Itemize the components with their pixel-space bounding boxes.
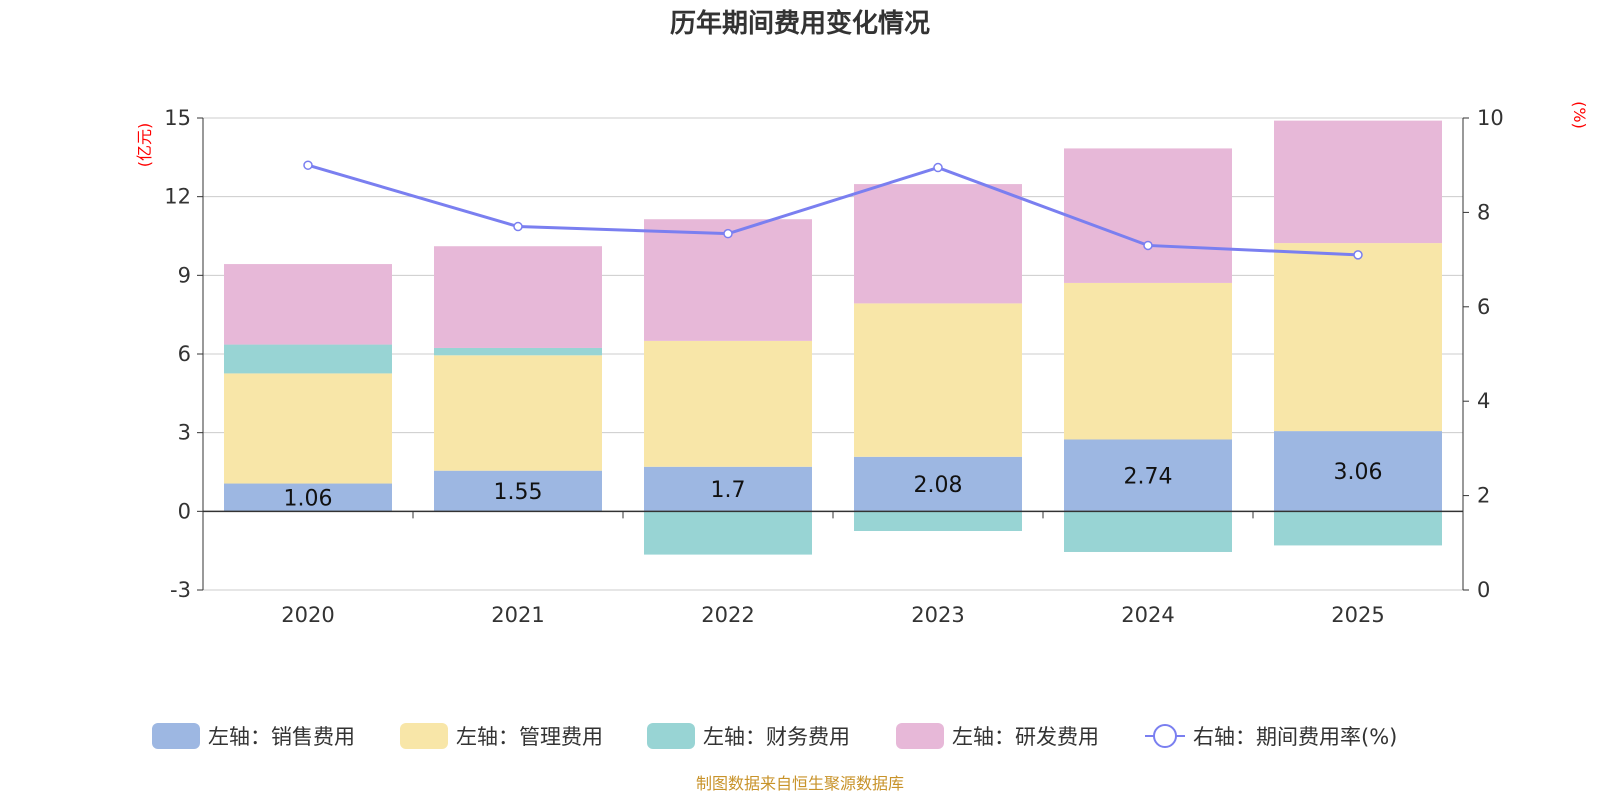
bar-segment: [644, 340, 812, 467]
x-category-label: 2021: [491, 603, 544, 627]
x-category-label: 2023: [911, 603, 964, 627]
x-category-label: 2025: [1331, 603, 1384, 627]
bar-segment: [854, 511, 1022, 531]
rate-point: [303, 160, 313, 170]
rate-line-group: [303, 160, 1363, 260]
right-axis-unit: (%): [1570, 101, 1589, 129]
bar-segment: [644, 466, 812, 512]
bar-segment: [224, 483, 392, 512]
legend: 左轴：销售费用 左轴：管理费用 左轴：财务费用 左轴：研发费用 右轴：期间费用率(%): [152, 723, 1397, 749]
data-source: 制图数据来自恒生聚源数据库: [696, 774, 904, 793]
bar-data-label: 1.7: [711, 478, 746, 503]
right-tick-label: 2: [1477, 484, 1490, 508]
legend-label: 左轴：销售费用: [208, 725, 355, 749]
legend-swatch: [152, 723, 200, 749]
bar-segment: [854, 303, 1022, 457]
rate-point: [933, 162, 943, 173]
bar-segment: [1064, 148, 1232, 283]
bar-data-label: 3.06: [1334, 460, 1383, 485]
legend-swatch: [400, 723, 448, 749]
legend-label: 左轴：研发费用: [952, 725, 1099, 749]
right-tick-label: 6: [1477, 295, 1490, 319]
legend-swatch: [896, 723, 944, 749]
bar-data-label: 1.55: [494, 480, 543, 505]
bar-segment: [854, 184, 1022, 304]
bar-segment: [224, 344, 392, 374]
bar-segment: [854, 456, 1022, 512]
left-tick-label: 12: [164, 185, 191, 209]
bar-segment: [1274, 431, 1442, 512]
bar-segment: [434, 470, 602, 512]
bar-segment: [224, 373, 392, 484]
rate-point: [1143, 240, 1153, 251]
bar-segment: [1274, 243, 1442, 432]
legend-label: 左轴：管理费用: [456, 725, 603, 749]
bar-segment: [644, 219, 812, 341]
legend-label: 左轴：财务费用: [703, 725, 850, 749]
right-tick-label: 0: [1477, 578, 1490, 602]
bars-group: [224, 120, 1442, 555]
bar-labels-group: 1.06 1.55 1.7 2.08 2.74 3.06: [284, 460, 1383, 511]
left-tick-label: 9: [178, 263, 191, 287]
bar-data-label: 2.74: [1124, 464, 1173, 489]
bar-segment: [434, 347, 602, 356]
bar-segment: [224, 264, 392, 345]
right-tick-label: 10: [1477, 106, 1504, 130]
legend-label: 右轴：期间费用率(%): [1193, 725, 1397, 749]
x-category-label: 2022: [701, 603, 754, 627]
x-category-label: 2020: [281, 603, 334, 627]
left-tick-label: 0: [178, 499, 191, 523]
left-axis-unit: (亿元): [135, 123, 154, 168]
left-tick-label: -3: [170, 578, 191, 602]
right-tick-label: 4: [1477, 389, 1490, 413]
bar-data-label: 2.08: [914, 473, 963, 498]
x-category-label: 2024: [1121, 603, 1174, 627]
bar-segment: [1064, 282, 1232, 440]
left-tick-label: 3: [178, 421, 191, 445]
rate-point: [723, 228, 733, 239]
bar-segment: [434, 246, 602, 348]
bar-segment: [1274, 120, 1442, 244]
chart-title: 历年期间费用变化情况: [670, 8, 930, 39]
bar-segment: [434, 355, 602, 471]
left-tick-label: 6: [178, 342, 191, 366]
right-tick-label: 8: [1477, 200, 1490, 224]
legend-circle-marker: [1153, 724, 1177, 748]
bar-segment: [1064, 439, 1232, 512]
left-tick-label: 15: [164, 106, 191, 130]
rate-point: [513, 221, 523, 232]
rate-line: [307, 163, 1359, 257]
rate-point: [1353, 250, 1363, 260]
legend-swatch: [647, 723, 695, 749]
bar-segment: [1274, 511, 1442, 546]
bar-data-label: 1.06: [284, 486, 333, 511]
bar-segment: [1064, 511, 1232, 552]
bar-segment: [644, 511, 812, 555]
